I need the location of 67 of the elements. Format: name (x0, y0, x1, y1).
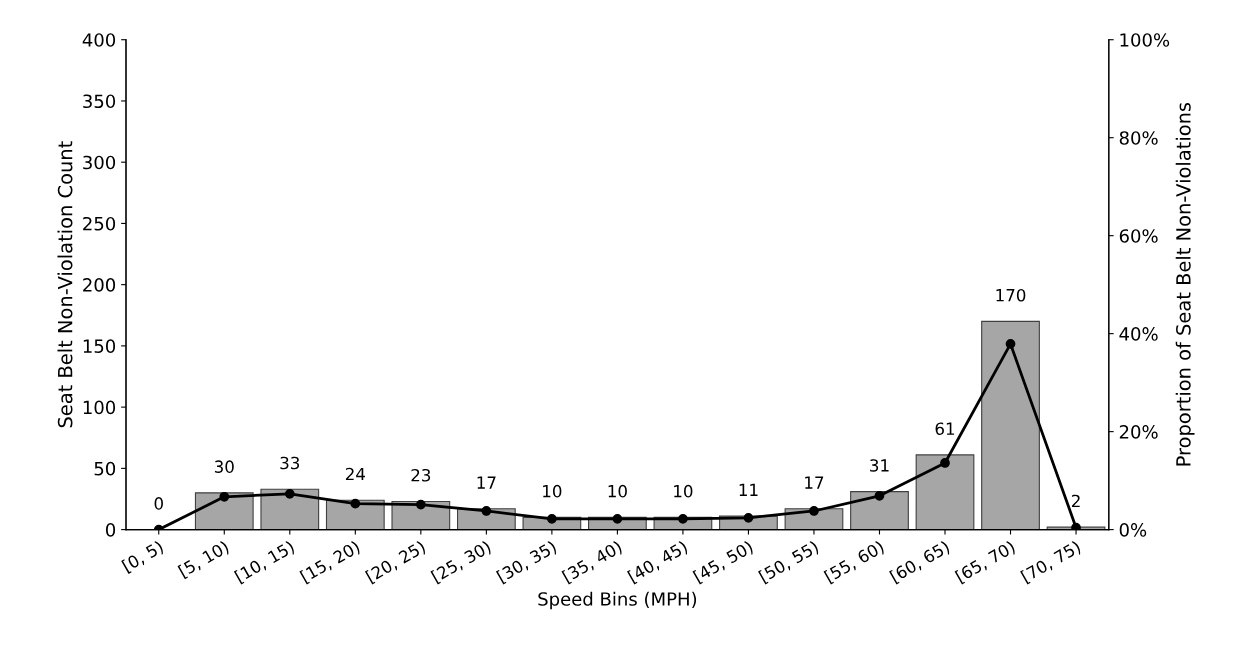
data-label: 10 (674, 484, 693, 498)
point (940, 458, 950, 468)
y2-tick-label: 20% (1119, 425, 1158, 439)
x-tick-label: [70, 75) (1020, 540, 1083, 585)
point (612, 513, 623, 524)
y2-tick-label: 60% (1119, 229, 1158, 243)
data-label: 17 (477, 476, 496, 489)
y2-axis-title: Proportion of Seat Belt Non-Violations (1175, 102, 1195, 466)
data-label: 31 (870, 459, 889, 472)
y-tick-label: 300 (83, 155, 116, 170)
point (219, 491, 230, 502)
y-tick-label: 150 (83, 339, 116, 354)
x-axis-title: Speed Bins (MPH) (538, 591, 697, 610)
point (809, 506, 819, 516)
point (1005, 339, 1016, 349)
point (481, 506, 492, 516)
x-tick-label: [40, 45) (626, 540, 690, 585)
x-tick-label: [15, 20) (299, 540, 362, 585)
point (415, 499, 426, 510)
x-tick-label: [5, 10) (177, 540, 231, 580)
data-label: 170 (996, 288, 1026, 302)
x-tick-label: [65, 70) (954, 540, 1017, 585)
y-tick-label: 250 (83, 216, 116, 231)
y2-tick-label: 100% (1120, 33, 1170, 47)
bar (850, 491, 909, 530)
x-tick-label: [45, 50) (692, 540, 755, 585)
data-label: 61 (935, 422, 955, 435)
bar (915, 454, 975, 530)
y-axis-title: Seat Belt Non-Violation Count (57, 141, 73, 428)
data-label: 10 (543, 484, 562, 498)
bar (260, 488, 320, 530)
y2-tick-label: 0% (1119, 523, 1147, 537)
y2-tick-label: 80% (1119, 131, 1158, 145)
bar (194, 492, 254, 530)
point (1071, 522, 1081, 530)
y-tick-label: 50 (94, 461, 116, 476)
data-label: 33 (280, 456, 300, 470)
bar (981, 320, 1040, 530)
x-tick-label: [50, 55) (758, 540, 821, 585)
data-label: 10 (608, 484, 627, 498)
data-label: 17 (805, 476, 824, 489)
x-tick-label: [30, 35) (495, 540, 559, 585)
data-label: 23 (411, 468, 431, 482)
x-tick-label: [0, 5) (121, 540, 165, 574)
y-tick-label: 350 (83, 94, 116, 109)
data-label: 0 (154, 497, 163, 510)
point (350, 498, 361, 509)
y-tick-label: 100 (83, 400, 116, 415)
x-tick-label: [25, 30) (430, 540, 493, 585)
point (547, 513, 557, 524)
x-tick-label: [10, 15) (233, 540, 296, 585)
data-label: 24 (345, 467, 365, 481)
point (284, 488, 295, 499)
x-tick-label: [55, 60) (823, 540, 886, 585)
y2-tick-label: 40% (1119, 327, 1158, 341)
y-tick-label: 0 (105, 523, 116, 537)
point (678, 513, 688, 524)
data-label: 11 (739, 483, 758, 496)
x-tick-label: [60, 65) (889, 540, 952, 585)
point (874, 490, 885, 501)
x-tick-label: [20, 25) (364, 540, 428, 585)
x-tick-label: [35, 40) (561, 540, 624, 585)
y-tick-label: 400 (82, 33, 116, 47)
data-label: 2 (1071, 494, 1080, 508)
data-label: 30 (214, 460, 234, 473)
point (743, 512, 754, 523)
y-tick-label: 200 (83, 278, 116, 292)
